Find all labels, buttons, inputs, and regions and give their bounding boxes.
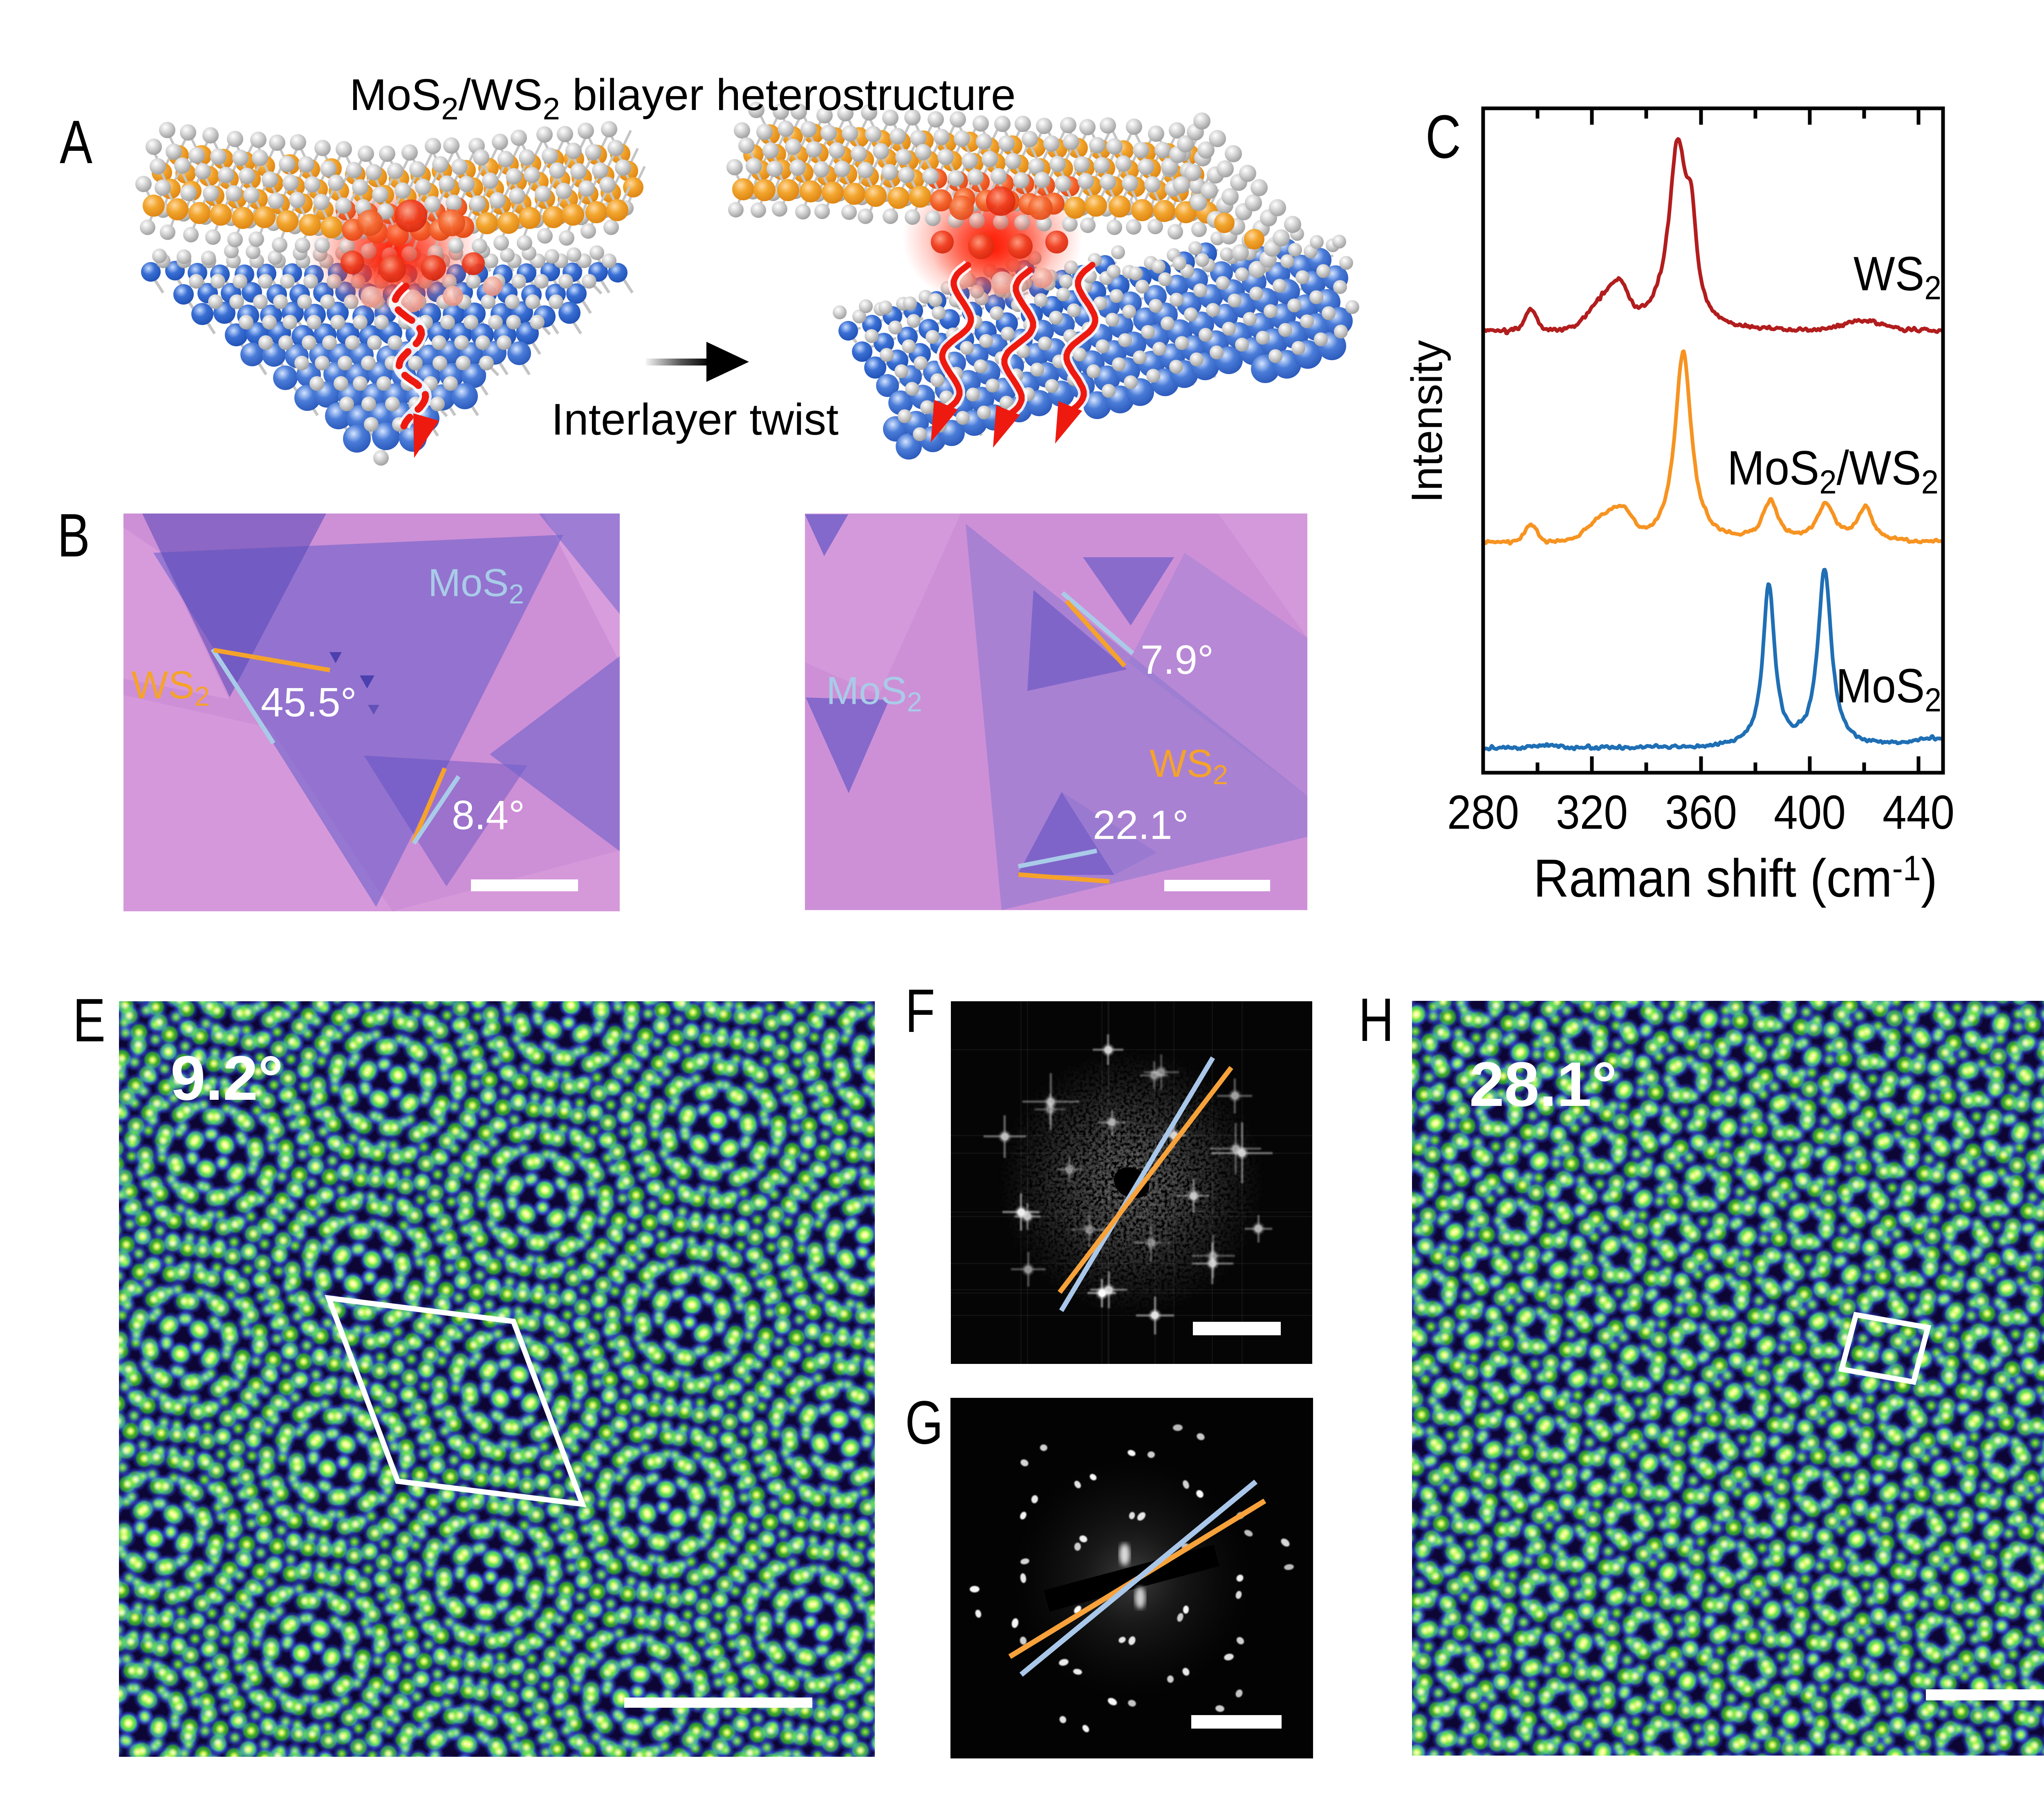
svg-text:Raman shift (cm-1): Raman shift (cm-1)	[1533, 848, 1937, 908]
svg-text:9.2°: 9.2°	[170, 1043, 283, 1113]
svg-text:320: 320	[1556, 785, 1628, 839]
svg-text:45.5°: 45.5°	[261, 679, 357, 725]
svg-text:400: 400	[1774, 785, 1846, 839]
svg-text:280: 280	[1447, 785, 1519, 839]
svg-text:22.1°: 22.1°	[1093, 802, 1189, 848]
svg-text:MoS2: MoS2	[1836, 659, 1941, 719]
svg-text:Intensity: Intensity	[1402, 340, 1451, 503]
svg-text:7.9°: 7.9°	[1141, 637, 1214, 683]
svg-text:MoS2: MoS2	[826, 669, 922, 718]
svg-text:440: 440	[1883, 785, 1954, 839]
svg-text:28.1°: 28.1°	[1469, 1049, 1617, 1119]
svg-text:WS2: WS2	[1853, 247, 1941, 307]
svg-text:MoS2: MoS2	[428, 561, 524, 610]
svg-text:360: 360	[1665, 785, 1737, 839]
svg-text:8.4°: 8.4°	[452, 792, 525, 838]
